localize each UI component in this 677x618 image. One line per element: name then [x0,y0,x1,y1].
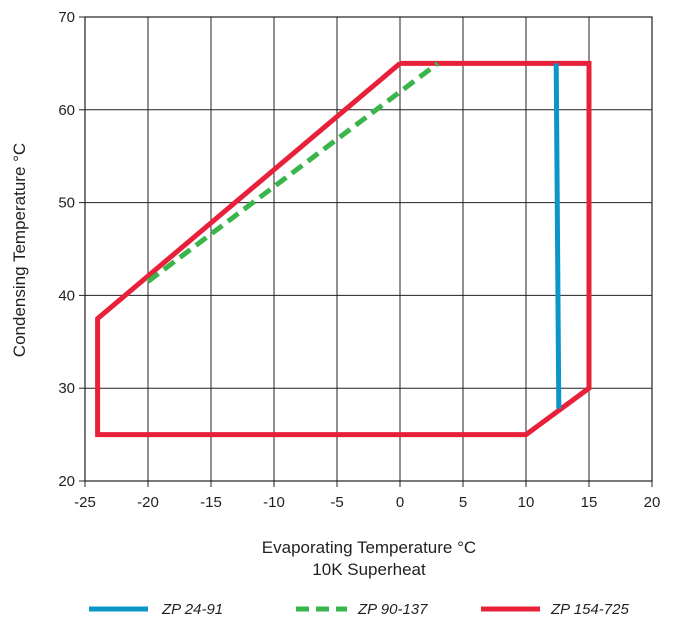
x-tick-label: 5 [459,494,467,511]
series-line-zp-154-725 [95,60,592,438]
legend-label: ZP 24-91 [161,601,223,618]
y-tick-label: 40 [58,287,75,304]
series-layer [95,60,592,438]
grid [84,16,653,482]
ticks: -25 -20 -15 -10 -5 0 5 10 15 20 20 30 40 50 60 70 [58,9,660,511]
y-tick-label: 60 [58,102,75,119]
x-tick-label: 0 [396,494,404,511]
legend-label: ZP 154-725 [550,601,629,618]
x-tick-label: 10 [518,494,535,511]
series-line-zp-90-137 [146,61,440,284]
legend-label: ZP 90-137 [357,601,428,618]
y-tick-label: 50 [58,195,75,212]
x-axis-title: Evaporating Temperature °C [262,538,476,557]
x-axis-subtitle: 10K Superheat [312,560,426,579]
y-tick-label: 20 [58,473,75,490]
x-tick-label: -25 [74,494,96,511]
legend: ZP 24-91 ZP 90-137 ZP 154-725 [89,601,629,618]
x-tick-label: -10 [263,494,285,511]
y-tick-label: 70 [58,9,75,26]
x-tick-label: 15 [581,494,598,511]
series-line-zp-24-91 [553,63,562,409]
x-tick-label: -20 [137,494,159,511]
x-tick-label: -15 [200,494,222,511]
x-tick-label: -5 [330,494,343,511]
y-tick-label: 30 [58,380,75,397]
y-axis-title: Condensing Temperature °C [10,143,29,357]
plot-frame [84,16,653,482]
x-tick-label: 20 [644,494,661,511]
